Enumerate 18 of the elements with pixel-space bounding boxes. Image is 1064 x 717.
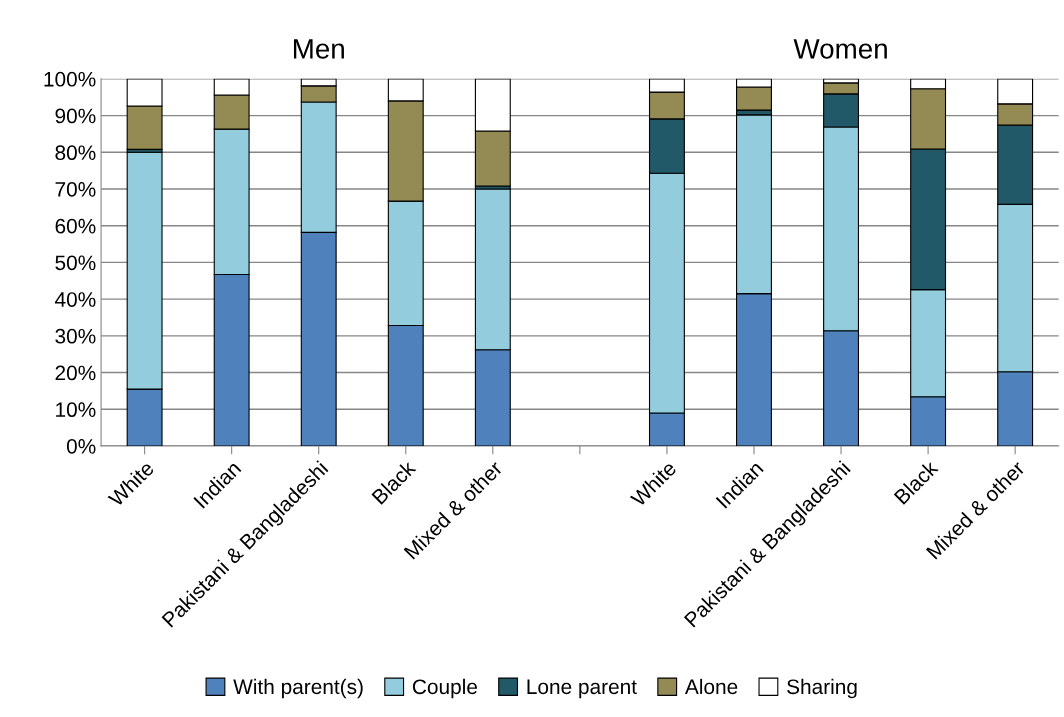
- y-tick-label: 100%: [44, 71, 96, 87]
- y-tick-label: 10%: [56, 402, 96, 418]
- y-tick-label: 90%: [55, 108, 96, 124]
- legend-label: Couple: [412, 678, 477, 699]
- y-tick-label: 20%: [55, 365, 96, 381]
- text: Women: [793, 39, 887, 59]
- y-tick-label: 80%: [55, 145, 96, 161]
- y-tick-label: 50%: [55, 255, 96, 271]
- legend-label: With parent(s): [233, 678, 363, 699]
- text: Men: [293, 39, 344, 59]
- y-tick-label: 60%: [55, 218, 96, 234]
- legend-label: Sharing: [787, 678, 857, 699]
- legend-label: Alone: [684, 678, 738, 695]
- legend-label: Lone parent: [527, 679, 637, 699]
- y-tick-label: 70%: [55, 182, 96, 197]
- y-tick-label: 0%: [66, 438, 96, 454]
- y-tick-label: 30%: [55, 328, 96, 344]
- y-tick-label: 40%: [55, 292, 96, 307]
